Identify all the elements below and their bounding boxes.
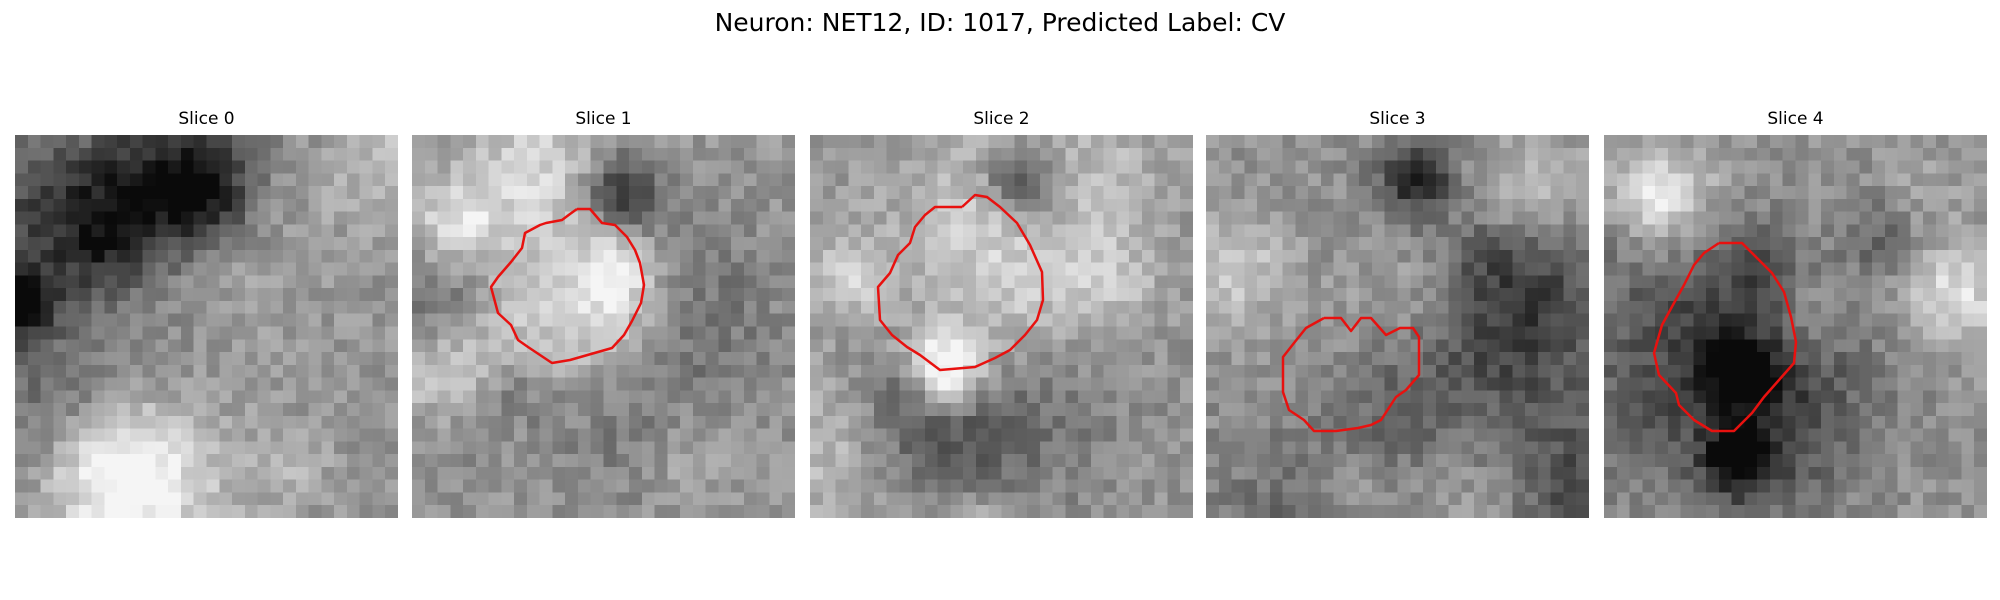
- panel-title: Slice 3: [1206, 108, 1589, 134]
- panel-title: Slice 1: [412, 108, 795, 134]
- slice-image: [810, 135, 1193, 518]
- slice-image: [15, 135, 398, 518]
- panel-slice-3: Slice 3: [1206, 108, 1589, 134]
- panel-slice-4: Slice 4: [1604, 108, 1987, 134]
- slice-image: [1604, 135, 1987, 518]
- slice-image: [412, 135, 795, 518]
- figure-title: Neuron: NET12, ID: 1017, Predicted Label…: [0, 8, 2000, 37]
- microscopy-image: [15, 135, 398, 518]
- segmentation-contour: [1604, 135, 1987, 518]
- panel-title: Slice 2: [810, 108, 1193, 134]
- segmentation-contour: [810, 135, 1193, 518]
- slice-image: [1206, 135, 1589, 518]
- panel-slice-1: Slice 1: [412, 108, 795, 134]
- segmentation-contour: [412, 135, 795, 518]
- segmentation-contour: [1206, 135, 1589, 518]
- panel-title: Slice 4: [1604, 108, 1987, 134]
- panel-slice-0: Slice 0: [15, 108, 398, 134]
- panel-slice-2: Slice 2: [810, 108, 1193, 134]
- panel-title: Slice 0: [15, 108, 398, 134]
